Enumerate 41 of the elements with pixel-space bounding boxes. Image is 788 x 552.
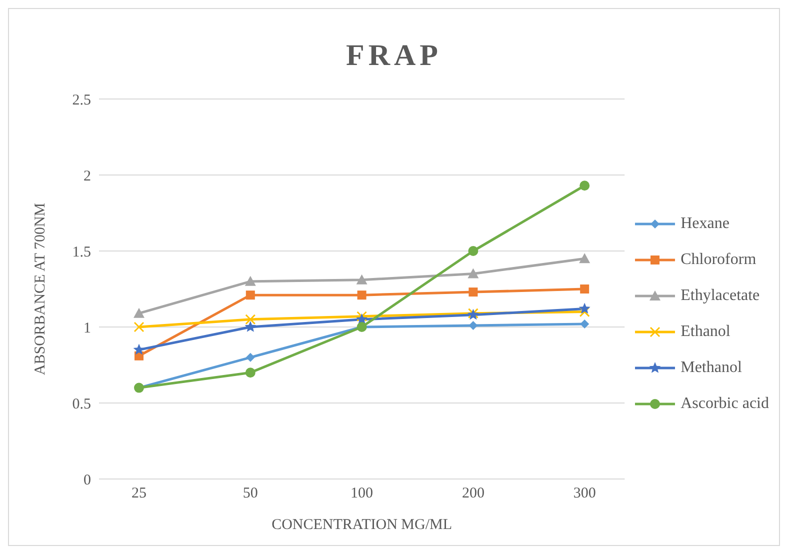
point — [134, 308, 144, 318]
point — [580, 180, 590, 191]
point — [244, 321, 256, 332]
point — [246, 290, 255, 300]
legend-label: Ethanol — [680, 322, 730, 342]
point — [580, 319, 590, 328]
chart-title: FRAP — [345, 39, 443, 74]
point — [245, 314, 256, 325]
x-tick-label: 100 — [350, 486, 374, 502]
point — [578, 302, 590, 314]
point — [356, 274, 368, 284]
point — [468, 246, 478, 256]
legend-label: Methanol — [680, 358, 742, 378]
y-tick-label: 2 — [84, 168, 91, 184]
legend-label: Ascorbic acid — [680, 394, 769, 414]
point — [357, 290, 366, 300]
point — [245, 368, 256, 378]
legend-label: Hexane — [680, 214, 730, 234]
point — [579, 253, 590, 264]
legend-label: Chloroform — [680, 250, 756, 270]
y-tick-label: 0 — [84, 472, 91, 488]
y-tick-label: 0.5 — [72, 396, 91, 412]
y-tick-label: 1 — [84, 320, 91, 336]
x-tick-label: 25 — [132, 486, 146, 502]
point — [468, 268, 479, 278]
legend-label: Ethylacetate — [680, 286, 760, 306]
y-tick-label: 2.5 — [72, 92, 91, 108]
x-tick-label: 200 — [462, 486, 484, 502]
point — [246, 352, 255, 362]
point — [134, 322, 144, 332]
point — [580, 284, 590, 294]
point — [468, 288, 478, 297]
point — [579, 306, 590, 318]
x-tick-label: 50 — [242, 486, 258, 502]
y-tick-label: 1.5 — [72, 244, 91, 260]
y-axis-title: ABSORBANCE AT 700NM — [32, 202, 48, 376]
point — [244, 276, 256, 286]
point — [356, 311, 368, 322]
x-axis-title: CONCENTRATION MG/ML — [272, 517, 452, 533]
point — [133, 344, 145, 355]
x-tick-label: 300 — [573, 486, 596, 502]
